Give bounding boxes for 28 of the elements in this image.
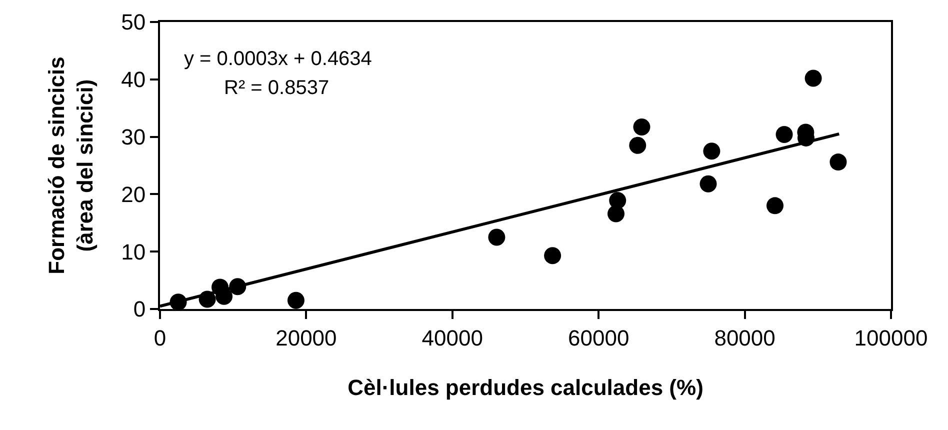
point (804, 70, 822, 87)
point (776, 126, 793, 143)
point (608, 205, 624, 222)
point (830, 154, 847, 171)
x-tick-label: 100000 (854, 325, 928, 350)
point (703, 142, 720, 160)
point (633, 118, 650, 136)
point (629, 136, 646, 154)
x-tick-label: 20000 (276, 325, 337, 350)
y-tick-label: 30 (121, 124, 146, 150)
x-tick-label: 60000 (568, 325, 630, 350)
annotation: y = 0.0003x + 0.4634 (184, 48, 372, 70)
x-tick-label: 80000 (714, 325, 776, 350)
x-axis-title: Cèl·lules perdudes calculades (%) (348, 374, 704, 400)
y-tick-label: 0 (133, 296, 146, 322)
y-tick-label: 40 (121, 67, 146, 92)
point (287, 292, 304, 309)
y-tick-label: 50 (121, 10, 146, 35)
point (766, 197, 784, 214)
y-axis-title: Formació de sincicis (àrea del sincici) (44, 56, 98, 274)
y-tick-label: 20 (121, 182, 146, 207)
point (544, 247, 562, 264)
point (488, 228, 506, 246)
x-tick-label: 40000 (422, 325, 483, 350)
point (700, 175, 717, 192)
y-tick-label: 10 (121, 239, 146, 264)
annotation: R² = 0.8537 (224, 77, 330, 99)
x-tick-label: 0 (154, 325, 166, 350)
